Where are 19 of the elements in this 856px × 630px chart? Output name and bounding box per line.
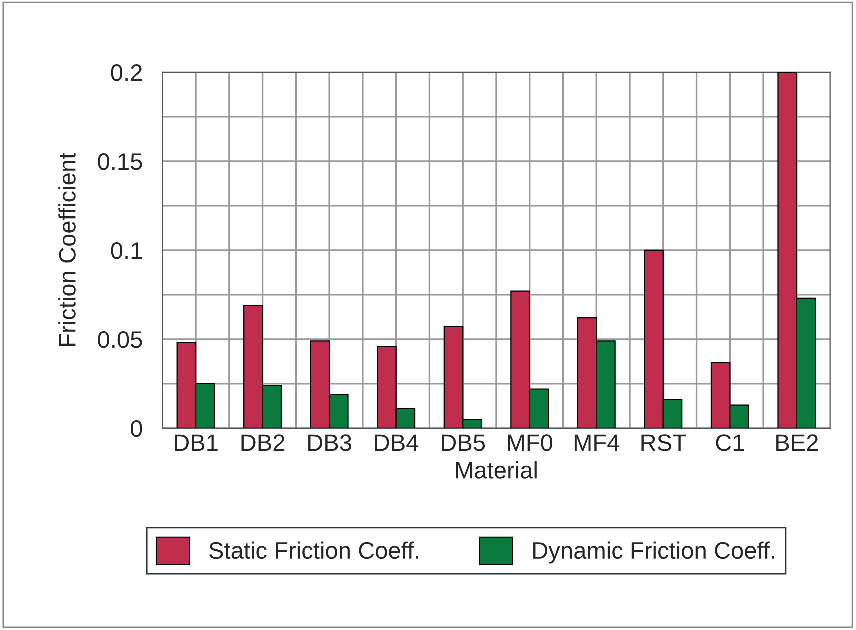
y-tick-label: 0.15	[98, 154, 142, 170]
y-tick-label: 0.05	[98, 331, 142, 348]
x-tick-label: RST	[642, 434, 686, 452]
x-tick-label: DB4	[375, 434, 419, 452]
y-tick-label: 0.2	[111, 64, 142, 82]
x-tick-label: DB1	[174, 434, 218, 452]
x-tick-label: C1	[716, 434, 744, 452]
legend-label: Static Friction Coeff.	[210, 542, 418, 560]
y-tick-label: 0	[130, 420, 142, 438]
y-tick-label: 0.1	[111, 242, 142, 260]
y-axis-title: Friction Coefficient	[58, 153, 76, 346]
x-tick-label: DB2	[242, 434, 285, 452]
x-tick-label: DB3	[308, 434, 352, 452]
x-tick-label: MF0	[508, 434, 553, 452]
x-tick-label: DB5	[442, 434, 486, 452]
x-axis-title: Material	[456, 462, 537, 479]
x-tick-label: BE2	[776, 434, 818, 452]
x-tick-label: MF4	[574, 434, 620, 452]
legend-label: Dynamic Friction Coeff.	[534, 542, 774, 564]
